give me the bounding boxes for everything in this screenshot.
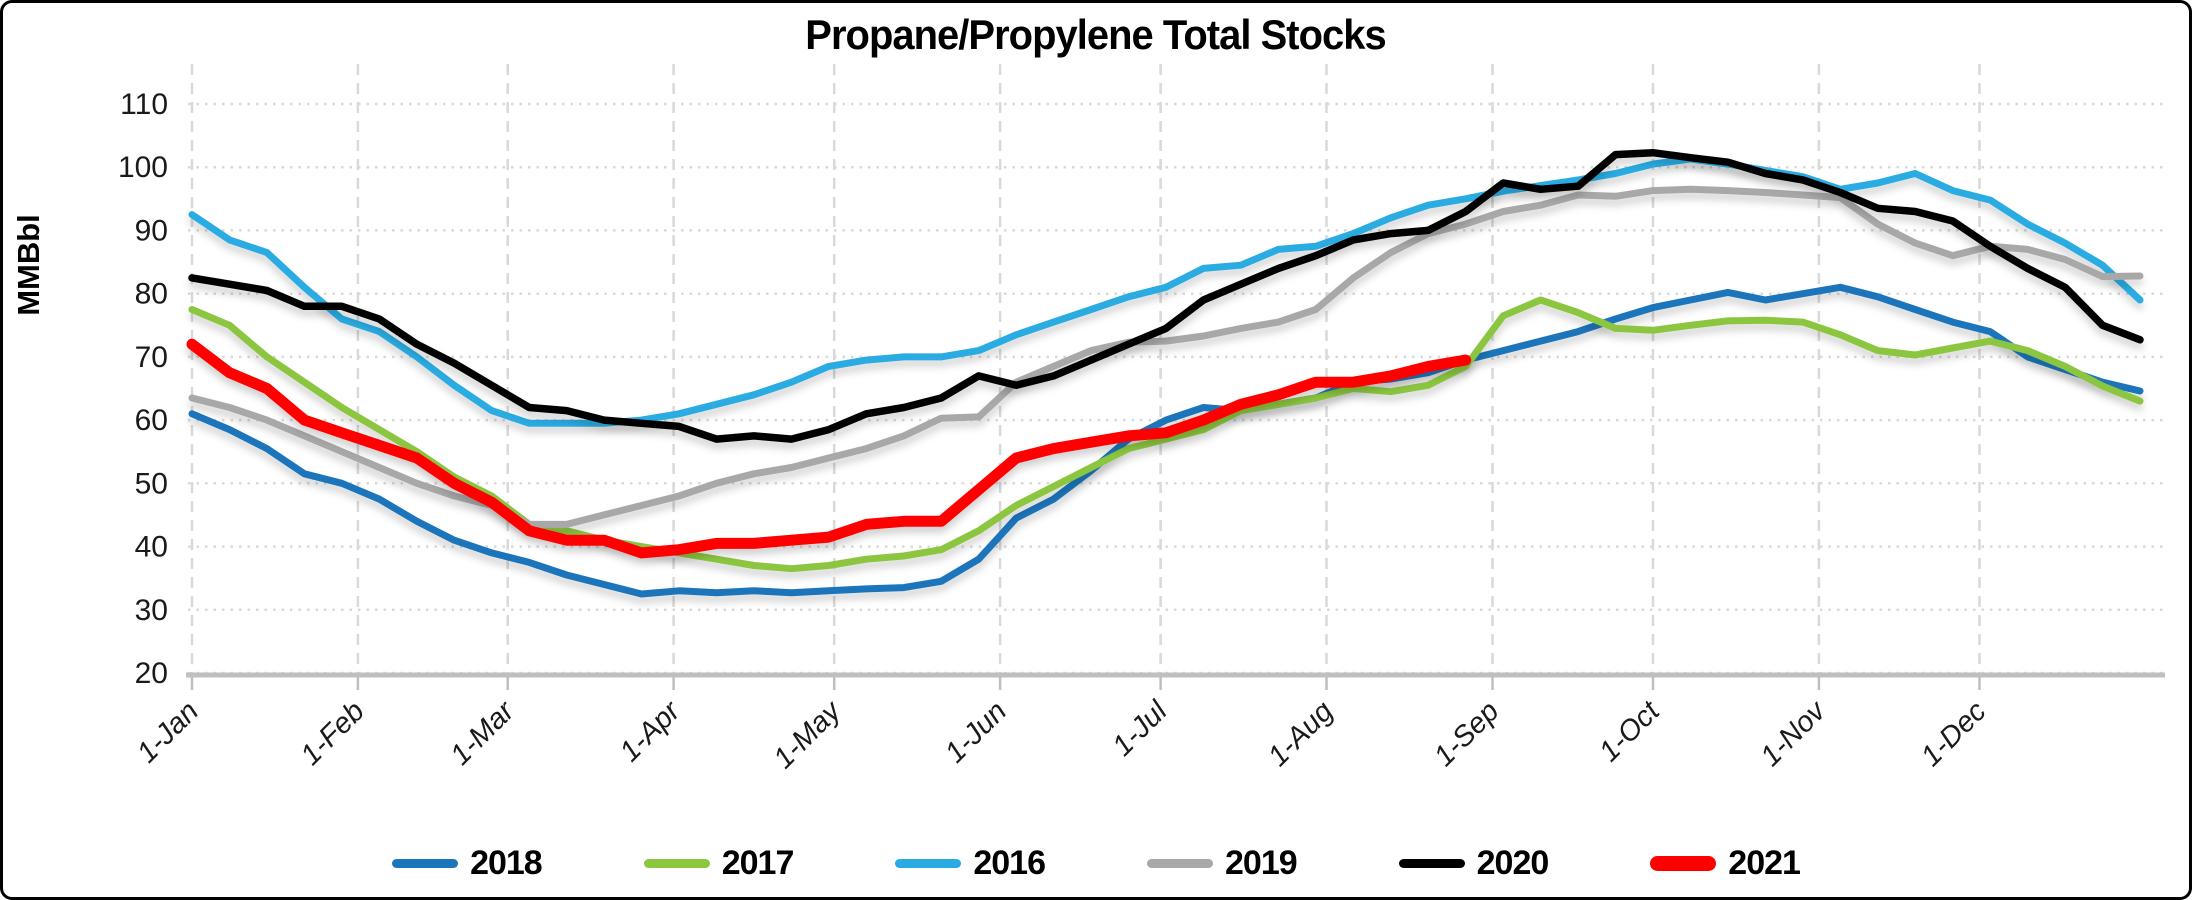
legend-line-swatch-2018 <box>392 859 459 868</box>
legend-item-2018: 2018 <box>392 844 543 883</box>
axes <box>186 672 2165 690</box>
legend-line-swatch-2017 <box>643 859 710 868</box>
legend-item-2017: 2017 <box>643 844 795 883</box>
x-tick-label: 1-Jul <box>1106 694 1174 762</box>
legend-line-swatch-2016 <box>895 859 962 868</box>
x-tick-label: 1-Sep <box>1428 695 1505 772</box>
legend-line-swatch-2020 <box>1398 859 1465 868</box>
legend-line-swatch-2021 <box>1650 856 1717 871</box>
chart-title-text: Propane/Propylene Total Stocks <box>805 11 1387 58</box>
series-lines <box>186 148 2144 598</box>
y-tick-label: 110 <box>120 88 168 121</box>
legend-label: 2018 <box>470 844 543 882</box>
y-tick-label: 90 <box>135 214 168 247</box>
legend-item-2016: 2016 <box>895 844 1046 883</box>
x-tick-label: 1-Jan <box>131 695 205 769</box>
x-tick-label: 1-Jun <box>939 695 1013 769</box>
legend-label: 2020 <box>1476 844 1550 882</box>
x-tick-label: 1-Oct <box>1593 694 1667 768</box>
y-tick-label: 40 <box>135 531 168 564</box>
gridlines <box>188 64 2165 675</box>
y-tick-label: 20 <box>135 657 168 690</box>
legend-item-2021: 2021 <box>1650 844 1801 883</box>
legend-item-2020: 2020 <box>1398 844 1550 883</box>
x-tick-label: 1-Apr <box>614 694 688 768</box>
x-tick-label: 1-Nov <box>1755 694 1833 772</box>
legend-label: 2016 <box>973 844 1046 882</box>
legend-label: 2019 <box>1225 844 1298 882</box>
x-tick-label: 1-Dec <box>1915 695 1993 773</box>
y-tick-label: 70 <box>135 341 168 374</box>
legend-item-2019: 2019 <box>1147 844 1298 883</box>
x-tick-label: 1-Aug <box>1262 695 1339 772</box>
y-tick-label: 60 <box>135 404 168 437</box>
legend: 2018 2017 2016 2019 2020 2021 <box>3 844 2189 883</box>
x-tick-label: 1-Mar <box>444 694 521 771</box>
legend-label: 2017 <box>721 844 795 882</box>
series-line-2018 <box>188 283 2144 598</box>
x-tick-label: 1-May <box>768 694 849 775</box>
series-line-2020 <box>188 148 2144 443</box>
legend-line-swatch-2019 <box>1147 859 1213 868</box>
x-tick-label: 1-Feb <box>295 695 371 771</box>
y-tick-label: 30 <box>135 594 168 627</box>
chart-title: Propane/Propylene Total Stocks <box>3 11 2189 59</box>
y-tick-label: 80 <box>135 278 168 311</box>
plot-area: 20 30 40 50 60 70 80 90 100 110 1-Jan 1-Feb 1-Mar 1-A… <box>118 64 2165 775</box>
legend-label: 2021 <box>1728 844 1801 882</box>
y-tick-label: 100 <box>118 151 168 184</box>
y-tick-label: 50 <box>135 467 168 500</box>
series-line-2021 <box>186 338 1472 559</box>
